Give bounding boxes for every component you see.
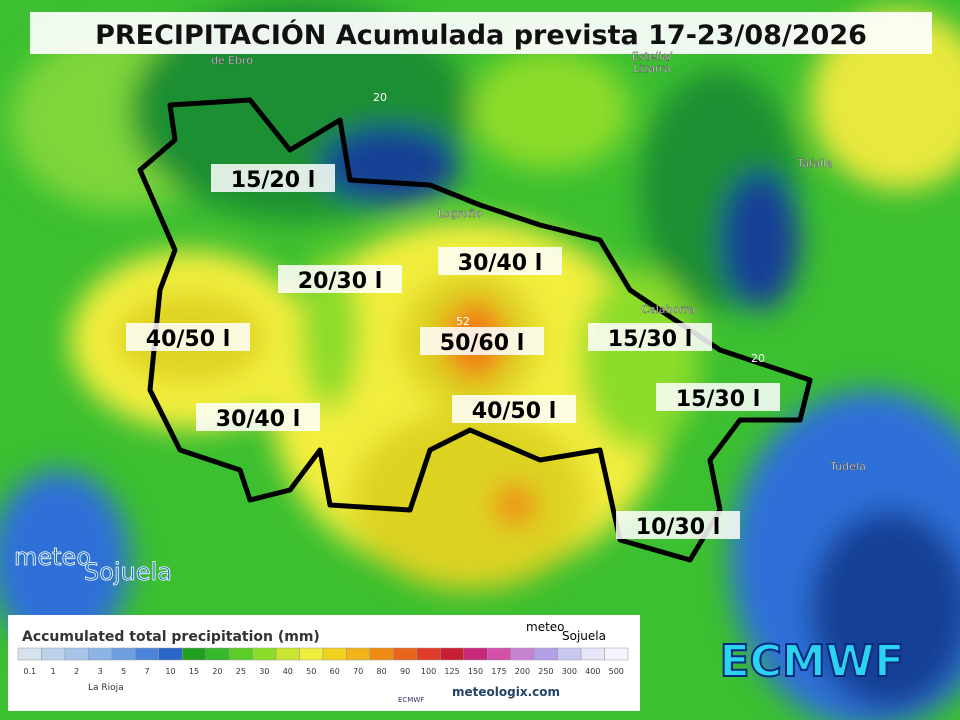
legend-swatch	[299, 647, 324, 661]
legend-tick: 2	[74, 667, 79, 676]
area-label-box	[616, 511, 740, 539]
place-name: de Ebro	[211, 54, 253, 67]
place-name: Tafalla	[796, 157, 832, 170]
area-label: 40/50 l	[146, 327, 230, 352]
legend-swatch	[369, 647, 394, 661]
legend-tick: 200	[515, 667, 530, 676]
legend-swatch	[252, 647, 277, 661]
legend-swatch	[580, 647, 605, 661]
legend-swatch	[510, 647, 535, 661]
legend-swatch	[111, 647, 136, 661]
area-label-box	[196, 403, 320, 431]
place-name: Lizarra	[633, 62, 670, 75]
legend-tick: 60	[330, 667, 340, 676]
area-label: 20/30 l	[298, 269, 382, 294]
area-label: 15/30 l	[608, 327, 692, 352]
legend-tick: 25	[236, 667, 246, 676]
legend-tick: 400	[585, 667, 600, 676]
place-name: Estella/	[632, 50, 673, 63]
legend-source: meteologix.com	[452, 685, 560, 699]
area-label: 40/50 l	[472, 399, 556, 424]
legend-swatch	[64, 647, 89, 661]
legend-tick: 3	[98, 667, 103, 676]
legend-tick: 0.1	[23, 667, 36, 676]
area-label-box	[656, 383, 780, 411]
model-logo: ECMWF	[720, 636, 905, 687]
title: PRECIPITACIÓN Acumulada prevista 17-23/0…	[95, 19, 867, 51]
legend-tick: 1	[51, 667, 56, 676]
legend-swatch	[205, 647, 230, 661]
legend-tick: 175	[491, 667, 506, 676]
area-label-box	[278, 265, 402, 293]
area-label-box	[211, 164, 335, 192]
legend-swatch	[135, 647, 160, 661]
legend-model: ECMWF	[398, 696, 424, 704]
watermark-brand: meteo	[14, 543, 91, 571]
title-box	[30, 12, 932, 54]
contour-label: 20	[373, 91, 387, 104]
legend-swatch	[17, 647, 42, 661]
legend-tick: 300	[562, 667, 577, 676]
legend-swatch	[346, 647, 371, 661]
legend-swatch	[557, 647, 582, 661]
area-label: 30/40 l	[216, 407, 300, 432]
legend-brand-name: Sojuela	[562, 629, 606, 643]
legend-box	[8, 615, 640, 711]
legend-swatch	[440, 647, 465, 661]
legend-swatch	[486, 647, 511, 661]
area-label: 15/30 l	[676, 387, 760, 412]
legend-tick: 125	[444, 667, 459, 676]
legend-tick: 20	[212, 667, 222, 676]
area-label: 30/40 l	[458, 251, 542, 276]
legend-tick: 100	[421, 667, 436, 676]
contour-label: 20	[751, 352, 765, 365]
legend-tick: 7	[144, 667, 149, 676]
legend-swatch	[604, 647, 629, 661]
legend-tick: 70	[353, 667, 363, 676]
area-label-box	[126, 323, 250, 351]
legend-swatch	[463, 647, 488, 661]
legend-swatch	[181, 647, 206, 661]
region-outline	[137, 97, 813, 563]
legend-tick: 90	[400, 667, 410, 676]
area-label-box	[420, 327, 544, 355]
place-name: Logroño	[438, 207, 483, 220]
area-label: 15/20 l	[231, 168, 315, 193]
legend-swatch	[88, 647, 113, 661]
legend-tick: 40	[283, 667, 293, 676]
watermark-name: Sojuela	[84, 558, 172, 586]
legend-swatch	[393, 647, 418, 661]
legend-tick: 5	[121, 667, 126, 676]
legend-swatch	[533, 647, 558, 661]
area-label: 50/60 l	[440, 331, 524, 356]
area-label: 10/30 l	[636, 515, 720, 540]
legend-tick: 30	[259, 667, 269, 676]
contour-label: 52	[456, 315, 470, 328]
legend-tick: 250	[538, 667, 553, 676]
legend-tick: 50	[306, 667, 316, 676]
legend-tick: 15	[189, 667, 199, 676]
legend-tick: 10	[165, 667, 175, 676]
legend-swatch	[416, 647, 441, 661]
legend-tick: 150	[468, 667, 483, 676]
legend-swatch	[41, 647, 66, 661]
area-label-box	[588, 323, 712, 351]
place-name: Tudela	[829, 460, 866, 473]
legend-swatch	[275, 647, 300, 661]
legend-swatch	[228, 647, 253, 661]
legend-swatch	[158, 647, 183, 661]
legend-region: La Rioja	[88, 683, 124, 693]
place-name: Calahorra	[641, 303, 695, 316]
legend-tick: 80	[377, 667, 387, 676]
legend-brand: meteo	[526, 620, 565, 634]
area-label-box	[452, 395, 576, 423]
area-label-box	[438, 247, 562, 275]
legend-swatch	[322, 647, 347, 661]
legend-title: Accumulated total precipitation (mm)	[22, 629, 320, 645]
legend-tick: 500	[609, 667, 624, 676]
